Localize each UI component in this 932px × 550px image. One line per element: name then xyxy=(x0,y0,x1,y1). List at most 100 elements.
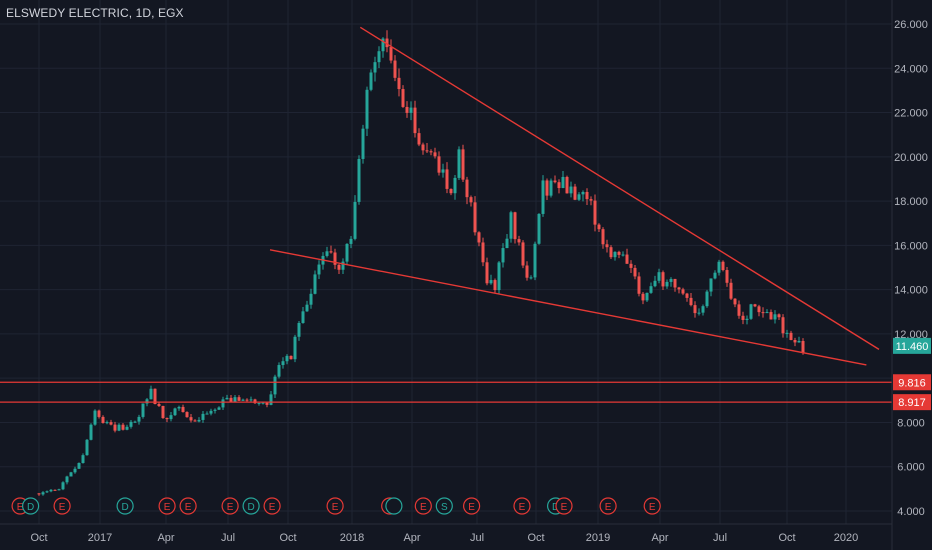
candle-body xyxy=(293,336,297,360)
candle-body xyxy=(57,489,61,491)
candle-body xyxy=(301,311,305,323)
event-marker[interactable] xyxy=(221,497,239,515)
candle-body xyxy=(537,213,541,244)
event-marker[interactable] xyxy=(179,497,197,515)
event-marker[interactable] xyxy=(326,497,344,515)
candle-body xyxy=(61,482,65,490)
candle-body xyxy=(117,424,121,431)
candle-body xyxy=(197,419,201,422)
event-marker[interactable] xyxy=(643,497,661,515)
candle-body xyxy=(233,397,237,402)
price-label-box xyxy=(893,374,931,391)
event-marker[interactable] xyxy=(116,497,134,515)
price-tick-label: 8.000 xyxy=(897,417,925,429)
candle-body xyxy=(165,418,169,420)
candle-body xyxy=(377,51,381,63)
candle-body xyxy=(773,314,777,320)
candle-body xyxy=(89,424,93,440)
time-tick-label: Apr xyxy=(651,532,668,544)
candle-body xyxy=(737,304,741,316)
candle-body xyxy=(581,191,585,195)
candle-body xyxy=(93,410,97,425)
candle-body xyxy=(437,156,441,173)
grid xyxy=(0,0,892,524)
candle-body xyxy=(193,420,197,422)
candle-body xyxy=(361,128,365,159)
time-tick-label: Oct xyxy=(279,532,296,544)
candle-body xyxy=(517,239,521,243)
candle-body xyxy=(561,176,565,189)
candle-body xyxy=(753,304,757,307)
price-axis[interactable]: 4.0006.0008.00010.00012.00014.00016.0001… xyxy=(894,19,928,518)
candle-body xyxy=(673,278,677,288)
candle-body xyxy=(53,489,57,491)
candle-body xyxy=(421,144,425,151)
event-marker[interactable] xyxy=(463,497,481,515)
candle-body xyxy=(385,38,389,48)
candle-body xyxy=(725,270,729,283)
candle-body xyxy=(601,229,605,245)
candle-body xyxy=(329,251,333,253)
candle-body xyxy=(545,180,549,196)
candle-body xyxy=(45,491,49,493)
candle-body xyxy=(297,322,301,337)
event-marker-letter: E xyxy=(519,502,526,513)
event-marker[interactable] xyxy=(599,497,617,515)
candle-body xyxy=(417,133,421,145)
trendline-lower[interactable] xyxy=(269,249,867,366)
price-tick-label: 20.000 xyxy=(894,152,928,164)
candle-body xyxy=(441,169,445,173)
candle-body xyxy=(525,265,529,278)
candle-body xyxy=(769,312,773,320)
price-tick-label: 4.000 xyxy=(897,506,925,518)
candle-body xyxy=(173,408,177,416)
candle-body xyxy=(205,413,209,415)
event-marker[interactable] xyxy=(385,497,403,515)
event-marker[interactable] xyxy=(263,497,281,515)
price-labels: 11.460 9.816 8.917 xyxy=(893,337,931,411)
candle-body xyxy=(313,274,317,294)
candle-body xyxy=(37,493,41,495)
event-marker[interactable] xyxy=(22,497,40,515)
candle-body xyxy=(705,291,709,307)
candle-body xyxy=(237,397,241,401)
candle-body xyxy=(549,180,553,196)
event-marker-letter: E xyxy=(269,502,276,513)
event-marker[interactable] xyxy=(414,497,432,515)
trendline-upper[interactable] xyxy=(359,26,880,350)
event-marker[interactable] xyxy=(513,497,531,515)
candle-body xyxy=(789,332,793,340)
horizontal-lines xyxy=(0,381,892,403)
candle-body xyxy=(161,405,165,419)
event-marker[interactable] xyxy=(242,497,260,515)
candle-body xyxy=(429,151,433,153)
time-tick-label: 2018 xyxy=(340,532,364,544)
event-marker-letter: E xyxy=(649,502,656,513)
event-marker[interactable] xyxy=(158,497,176,515)
candle-body xyxy=(269,394,273,405)
candle-body xyxy=(249,399,253,401)
candle-body xyxy=(201,413,205,420)
candle-body xyxy=(781,317,785,334)
trendlines xyxy=(269,26,880,366)
candle-body xyxy=(185,412,189,418)
candle-body xyxy=(41,492,45,495)
candle-body xyxy=(101,416,105,423)
time-tick-label: Apr xyxy=(403,532,420,544)
event-marker[interactable] xyxy=(435,497,453,515)
candle-body xyxy=(337,264,341,270)
candle-body xyxy=(529,277,533,279)
event-marker[interactable] xyxy=(53,497,71,515)
candle-body xyxy=(477,232,481,243)
candle-body xyxy=(629,263,633,268)
candle-body xyxy=(665,281,669,287)
candle-body xyxy=(393,60,397,78)
time-axis[interactable]: Oct 2017 Apr Jul Oct 2018 Apr Jul Oct 2019 Apr Jul O… xyxy=(30,532,858,544)
price-tick-label: 6.000 xyxy=(897,462,925,474)
candle-body xyxy=(785,332,789,334)
candle-body xyxy=(793,339,797,343)
candle-body xyxy=(153,388,157,405)
event-marker[interactable] xyxy=(555,497,573,515)
